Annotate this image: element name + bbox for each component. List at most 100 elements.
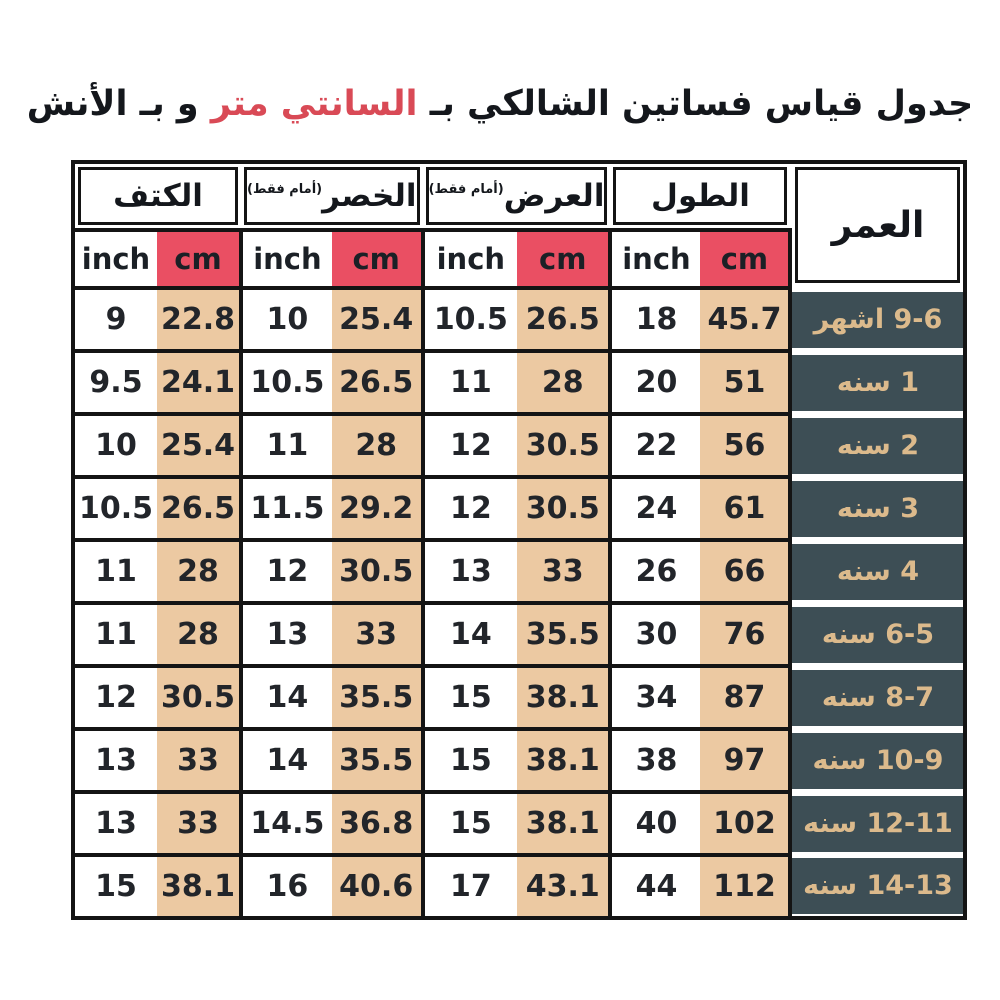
shoulder-cm-header: cm — [157, 228, 243, 290]
width-inch-cell: 17 — [420, 853, 518, 920]
length-inch-cell: 34 — [608, 664, 701, 731]
waist-cm-cell: 36.8 — [331, 790, 425, 857]
width-header-note: (أمام فقط) — [428, 181, 504, 197]
title-prefix: جدول قياس فساتين الشالكي بـ — [429, 84, 974, 124]
length-cm-cell: 51 — [700, 349, 793, 416]
table-row: 10-9 سنه 97 38 38.1 15 35.5 14 33 13 — [71, 727, 968, 794]
waist-cm-cell: 33 — [331, 601, 425, 668]
width-inch-cell: 15 — [420, 790, 518, 857]
length-inch-cell: 40 — [608, 790, 701, 857]
shoulder-inch-header: inch — [71, 228, 157, 290]
shoulder-inch-cell: 13 — [71, 790, 157, 857]
shoulder-header-label: الكتف — [113, 177, 203, 214]
waist-cm-cell: 35.5 — [331, 664, 425, 731]
age-label: 8-7 سنه — [792, 669, 964, 726]
length-cm-cell: 102 — [700, 790, 793, 857]
age-cell: 12-11 سنه — [788, 792, 968, 855]
waist-header-label: الخصر — [322, 177, 417, 214]
length-cm-cell: 61 — [700, 475, 793, 542]
age-cell: 10-9 سنه — [788, 729, 968, 792]
page-title: جدول قياس فساتين الشالكي بـ السانتي متر … — [0, 84, 1000, 124]
age-label: 4 سنه — [792, 543, 964, 600]
width-cm-cell: 30.5 — [517, 475, 613, 542]
width-cm-cell: 26.5 — [517, 286, 613, 353]
length-cm-cell: 87 — [700, 664, 793, 731]
shoulder-cm-cell: 30.5 — [157, 664, 243, 731]
waist-inch-cell: 14.5 — [239, 790, 332, 857]
waist-inch-cell: 10.5 — [239, 349, 332, 416]
waist-header-note: (أمام فقط) — [247, 181, 323, 197]
length-inch-cell: 44 — [608, 853, 701, 920]
age-cell: 1 سنه — [788, 351, 968, 414]
table-row: 2 سنه 56 22 30.5 12 28 11 25.4 10 — [71, 412, 968, 479]
age-label: 9-6 اشهر — [792, 291, 964, 348]
length-cm-cell: 45.7 — [700, 286, 793, 353]
shoulder-cm-cell: 22.8 — [157, 286, 243, 353]
age-label: 1 سنه — [792, 354, 964, 411]
shoulder-inch-cell: 9 — [71, 286, 157, 353]
length-cm-cell: 97 — [700, 727, 793, 794]
age-label: 3 سنه — [792, 480, 964, 537]
header-waist: الخصر (أمام فقط) — [241, 162, 423, 230]
length-header-label: الطول — [651, 177, 750, 214]
shoulder-cm-cell: 33 — [157, 790, 243, 857]
length-inch-cell: 22 — [608, 412, 701, 479]
age-cell: 6-5 سنه — [788, 603, 968, 666]
header-row-groups: العمر الطول العرض (أمام فقط) — [73, 162, 966, 288]
table-row: 6-5 سنه 76 30 35.5 14 33 13 28 11 — [71, 601, 968, 668]
age-header-label: العمر — [831, 204, 925, 246]
shoulder-cm-cell: 26.5 — [157, 475, 243, 542]
table-row: 4 سنه 66 26 33 13 30.5 12 28 11 — [71, 538, 968, 605]
waist-inch-cell: 14 — [239, 727, 332, 794]
length-inch-cell: 30 — [608, 601, 701, 668]
shoulder-cm-cell: 38.1 — [157, 853, 243, 920]
age-cell: 4 سنه — [788, 540, 968, 603]
title-suffix: و بـ الأنش — [26, 84, 199, 124]
width-cm-cell: 33 — [517, 538, 613, 605]
length-cm-header: cm — [700, 228, 793, 290]
width-inch-cell: 10.5 — [420, 286, 518, 353]
width-cm-cell: 38.1 — [517, 727, 613, 794]
length-inch-cell: 20 — [608, 349, 701, 416]
age-cell: 8-7 سنه — [788, 666, 968, 729]
width-cm-cell: 28 — [517, 349, 613, 416]
waist-cm-cell: 28 — [331, 412, 425, 479]
shoulder-inch-cell: 9.5 — [71, 349, 157, 416]
shoulder-inch-cell: 12 — [71, 664, 157, 731]
header-age: العمر — [790, 162, 966, 288]
waist-cm-cell: 29.2 — [331, 475, 425, 542]
header-width: العرض (أمام فقط) — [422, 162, 611, 230]
waist-inch-cell: 16 — [239, 853, 332, 920]
width-inch-header: inch — [420, 228, 518, 290]
shoulder-inch-cell: 11 — [71, 538, 157, 605]
shoulder-cm-cell: 28 — [157, 601, 243, 668]
table-row: 14-13 سنه 112 44 43.1 17 40.6 16 38.1 15 — [71, 853, 968, 920]
width-cm-cell: 38.1 — [517, 664, 613, 731]
width-inch-cell: 15 — [420, 727, 518, 794]
header-length: الطول — [610, 162, 791, 230]
waist-cm-cell: 30.5 — [331, 538, 425, 605]
table-row: 3 سنه 61 24 30.5 12 29.2 11.5 26.5 10.5 — [71, 475, 968, 542]
age-label: 14-13 سنه — [792, 857, 964, 914]
waist-inch-cell: 11 — [239, 412, 332, 479]
width-inch-cell: 12 — [420, 475, 518, 542]
table-row: 12-11 سنه 102 40 38.1 15 36.8 14.5 33 13 — [71, 790, 968, 857]
width-inch-cell: 13 — [420, 538, 518, 605]
age-header-box: العمر — [795, 167, 961, 283]
age-label: 12-11 سنه — [792, 795, 964, 852]
shoulder-inch-cell: 10.5 — [71, 475, 157, 542]
width-inch-cell: 14 — [420, 601, 518, 668]
table-row: 8-7 سنه 87 34 38.1 15 35.5 14 30.5 12 — [71, 664, 968, 731]
shoulder-inch-cell: 11 — [71, 601, 157, 668]
shoulder-inch-cell: 13 — [71, 727, 157, 794]
waist-inch-cell: 14 — [239, 664, 332, 731]
age-cell: 3 سنه — [788, 477, 968, 540]
table-row: 1 سنه 51 20 28 11 26.5 10.5 24.1 9.5 — [71, 349, 968, 416]
length-inch-header: inch — [608, 228, 701, 290]
waist-cm-cell: 35.5 — [331, 727, 425, 794]
table-row: 9-6 اشهر 45.7 18 26.5 10.5 25.4 10 22.8 … — [71, 286, 968, 353]
width-inch-cell: 15 — [420, 664, 518, 731]
age-label: 6-5 سنه — [792, 606, 964, 663]
width-inch-cell: 12 — [420, 412, 518, 479]
